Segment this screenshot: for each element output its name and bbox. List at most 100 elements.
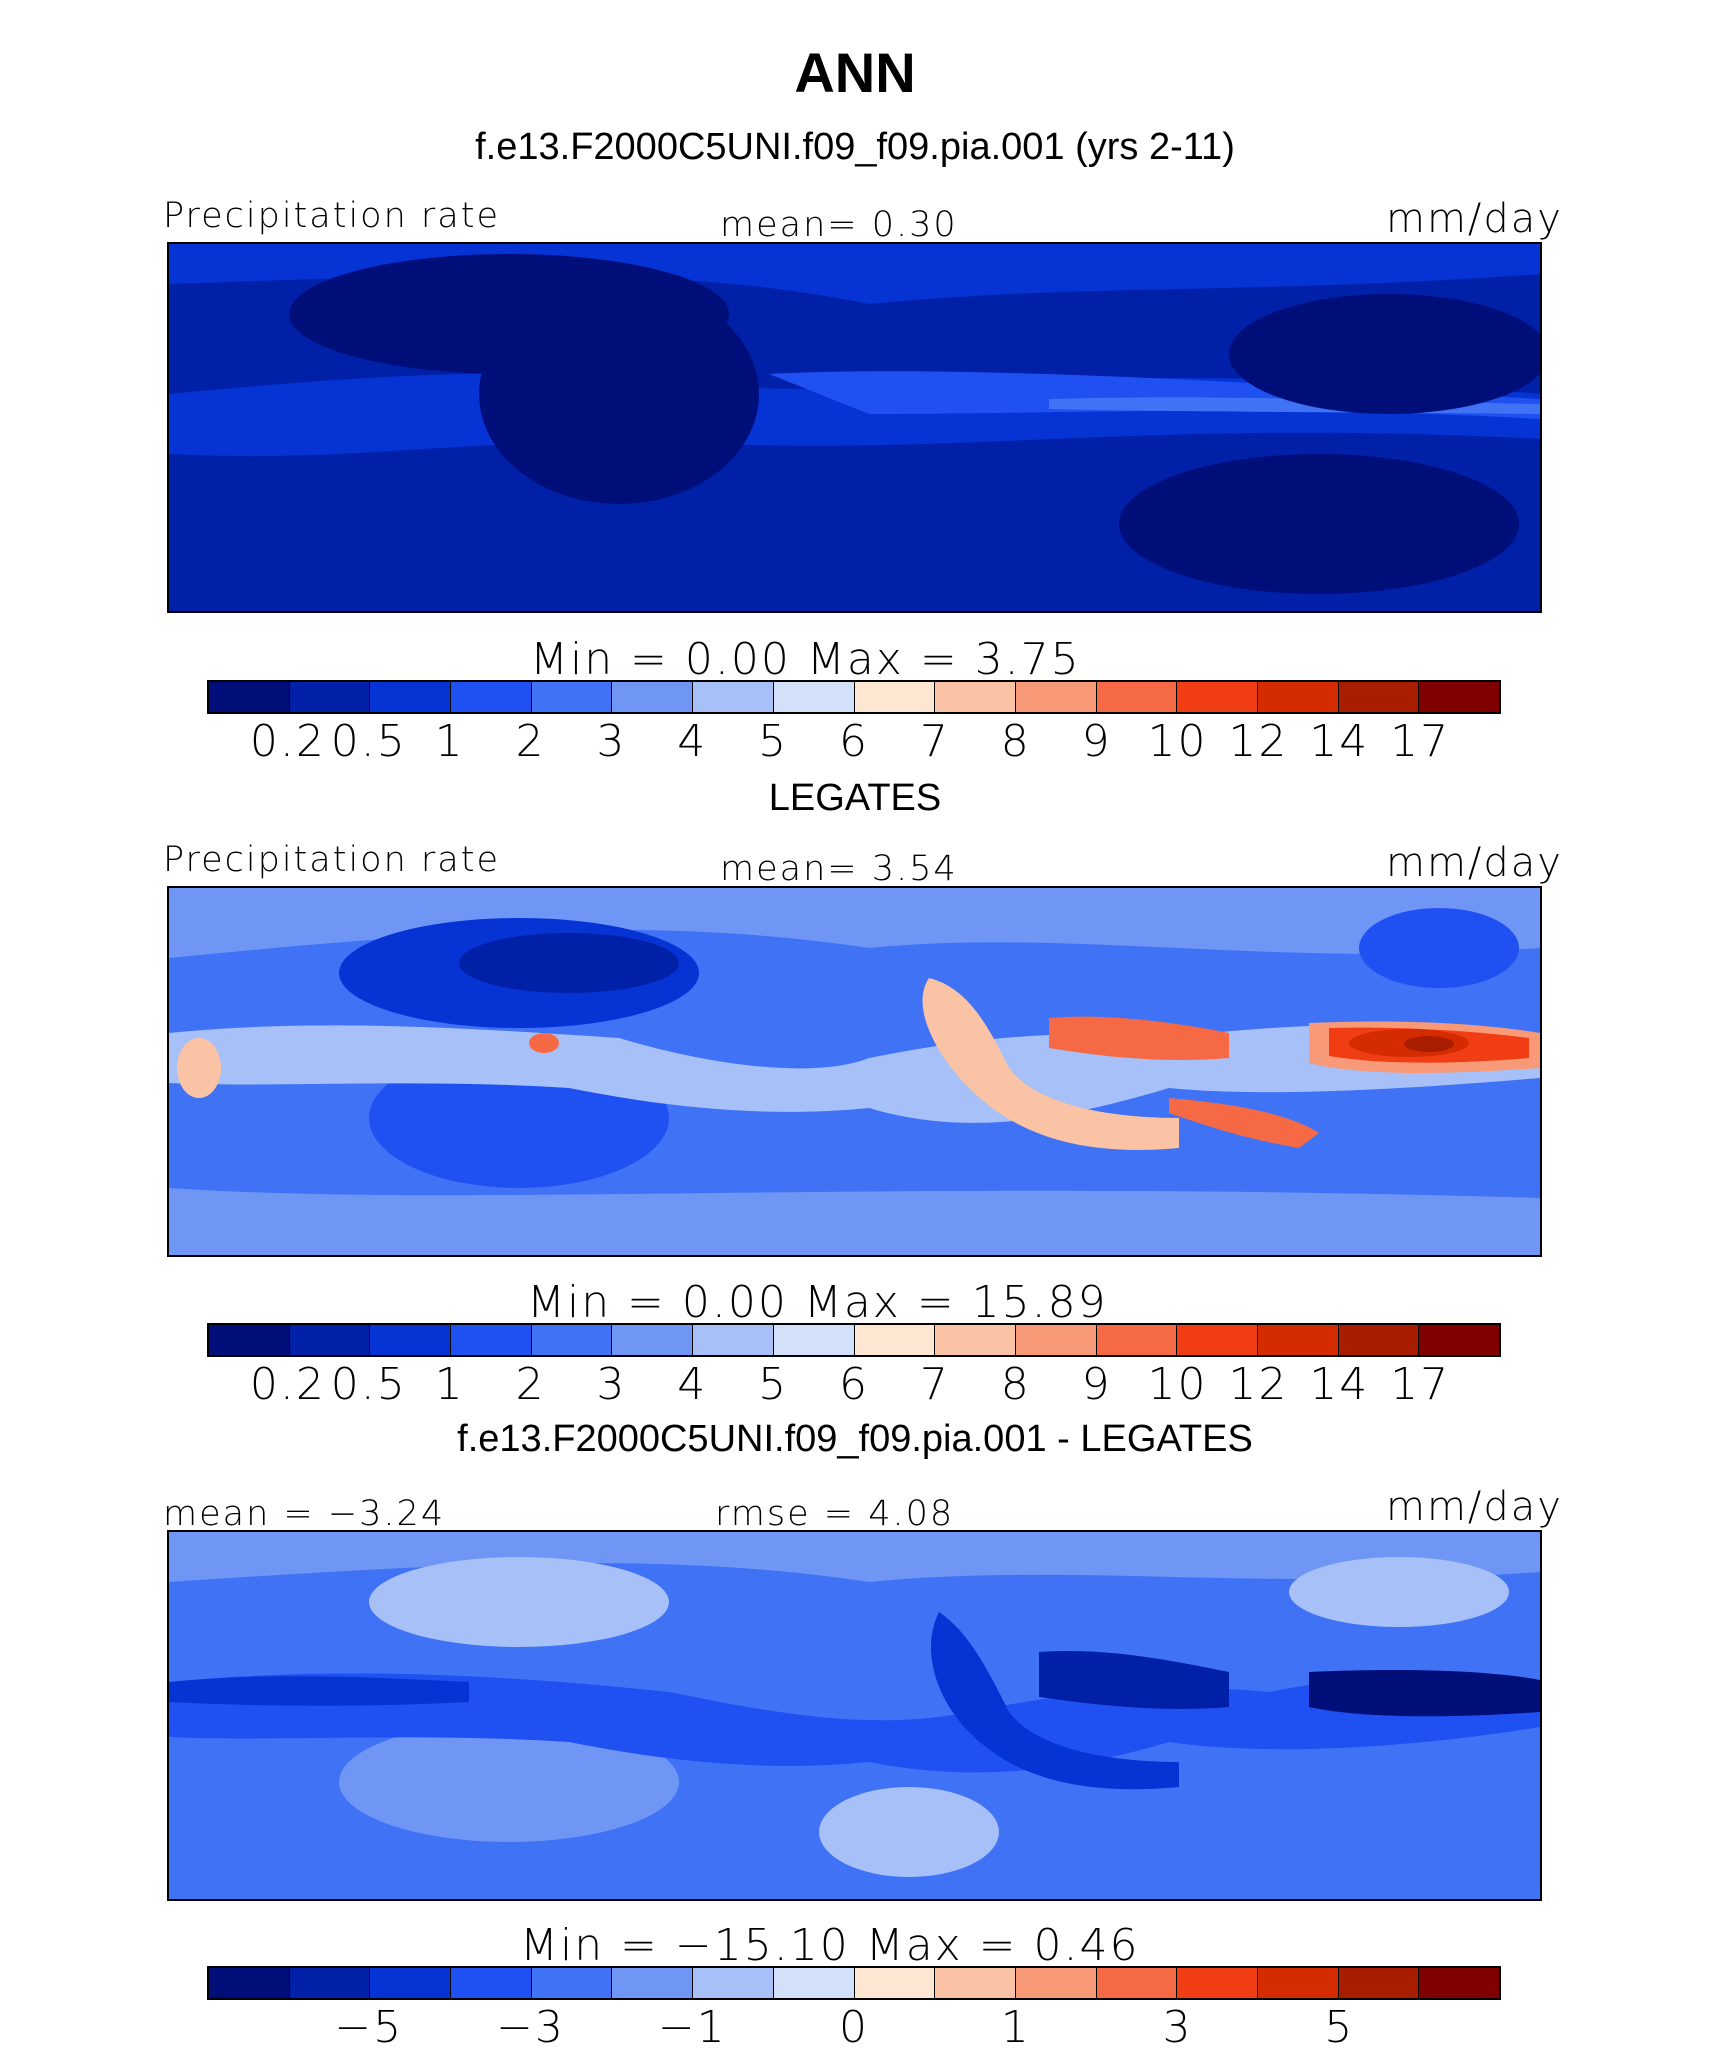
colorbar-swatch <box>773 1325 855 1355</box>
colorbar-swatch <box>1338 682 1420 712</box>
colorbar-swatch <box>612 1325 694 1355</box>
colorbar-tick-label: 12 <box>1228 716 1289 767</box>
colorbar-swatch <box>773 682 855 712</box>
colorbar-swatch <box>531 682 613 712</box>
colorbar-tick-label: 12 <box>1228 1359 1289 1410</box>
colorbar-swatch <box>1177 1968 1258 1998</box>
colorbar-tick-label: 2 <box>515 1359 546 1410</box>
colorbar-swatch <box>1177 1325 1258 1355</box>
colorbar-tick-label: 3 <box>1162 2002 1193 2053</box>
panel3-colorbar <box>207 1966 1501 2000</box>
colorbar-tick-label: 5 <box>758 1359 789 1410</box>
colorbar-swatch <box>854 682 936 712</box>
colorbar-tick-label: 0 <box>839 2002 869 2053</box>
colorbar-tick-label: 14 <box>1309 716 1370 767</box>
panel3-units: mm/day <box>1386 1484 1563 1530</box>
colorbar-tick-label: 6 <box>839 716 869 767</box>
panel2-units: mm/day <box>1386 840 1563 886</box>
panel1-mean-label: mean= 0.30 <box>720 205 958 245</box>
colorbar-tick-label: 4 <box>677 1359 708 1410</box>
colorbar-swatch <box>854 1968 936 1998</box>
colorbar-tick-label: 0.5 <box>330 1359 407 1410</box>
colorbar-swatch <box>1419 1968 1499 1998</box>
colorbar-swatch <box>531 1968 613 1998</box>
panel3-subtitle: f.e13.F2000C5UNI.f09_f09.pia.001 - LEGAT… <box>457 1418 1253 1460</box>
colorbar-swatch <box>370 682 452 712</box>
colorbar-swatch <box>1096 682 1178 712</box>
colorbar-tick-label: 8 <box>1000 716 1031 767</box>
panel1-units: mm/day <box>1386 196 1563 242</box>
colorbar-tick-label: 0.2 <box>249 716 326 767</box>
colorbar-swatch <box>1257 682 1339 712</box>
colorbar-swatch <box>935 682 1016 712</box>
colorbar-swatch <box>1338 1968 1420 1998</box>
colorbar-tick-label: 9 <box>1081 1359 1112 1410</box>
colorbar-tick-label: −3 <box>496 2002 565 2053</box>
colorbar-swatch <box>935 1968 1016 1998</box>
colorbar-tick-label: 5 <box>758 716 789 767</box>
colorbar-swatch <box>935 1325 1016 1355</box>
colorbar-swatch <box>451 682 532 712</box>
colorbar-swatch <box>773 1968 855 1998</box>
colorbar-tick-label: 3 <box>596 716 627 767</box>
colorbar-swatch <box>1419 682 1499 712</box>
panel1-colorbar-ticks: 0.2 0.5 1 2 3 4 5 6 7 8 9 10 12 14 17 <box>0 716 1710 767</box>
colorbar-tick-label: 2 <box>515 716 546 767</box>
panel3-map <box>167 1530 1542 1901</box>
colorbar-swatch <box>289 1968 371 1998</box>
colorbar-tick-label: −1 <box>657 2002 727 2053</box>
colorbar-swatch <box>1015 682 1097 712</box>
panel3-colorbar-ticks: −5 −3 −1 0 1 3 5 <box>0 2002 1710 2053</box>
colorbar-swatch <box>1015 1325 1097 1355</box>
colorbar-swatch <box>1257 1968 1339 1998</box>
colorbar-swatch <box>693 682 774 712</box>
panel2-subtitle: LEGATES <box>768 777 942 819</box>
colorbar-tick-label: 6 <box>839 1359 869 1410</box>
panel3-rmse-label: rmse = 4.08 <box>715 1494 955 1534</box>
panel1-variable-label: Precipitation rate <box>163 196 500 236</box>
colorbar-tick-label: 9 <box>1081 716 1112 767</box>
colorbar-swatch <box>289 682 371 712</box>
panel2-mean-label: mean= 3.54 <box>720 849 958 889</box>
colorbar-swatch <box>1419 1325 1499 1355</box>
colorbar-tick-label: 10 <box>1147 716 1208 767</box>
colorbar-tick-label: 1 <box>434 1359 465 1410</box>
colorbar-swatch <box>1338 1325 1420 1355</box>
panel1-minmax: Min = 0.00 Max = 3.75 <box>530 634 1081 685</box>
panel2-colorbar <box>207 1323 1501 1357</box>
colorbar-swatch <box>451 1968 532 1998</box>
colorbar-swatch <box>209 682 290 712</box>
colorbar-swatch <box>451 1325 532 1355</box>
colorbar-tick-label: 5 <box>1324 2002 1355 2053</box>
panel1-map <box>167 242 1542 613</box>
colorbar-swatch <box>693 1968 774 1998</box>
colorbar-tick-label: 1 <box>434 716 465 767</box>
colorbar-tick-label: −5 <box>334 2002 404 2053</box>
figure-title: ANN <box>794 41 916 104</box>
colorbar-tick-label: 7 <box>919 716 950 767</box>
colorbar-swatch <box>854 1325 936 1355</box>
colorbar-swatch <box>1177 682 1258 712</box>
colorbar-tick-label: 14 <box>1309 1359 1370 1410</box>
panel3-minmax: Min = −15.10 Max = 0.46 <box>520 1920 1140 1971</box>
panel3-map-svg <box>169 1532 1540 1899</box>
colorbar-swatch <box>370 1325 452 1355</box>
colorbar-swatch <box>209 1968 290 1998</box>
colorbar-tick-label: 1 <box>1000 2002 1031 2053</box>
panel1-colorbar <box>207 680 1501 714</box>
colorbar-swatch <box>370 1968 452 1998</box>
colorbar-tick-label: 4 <box>677 716 708 767</box>
colorbar-swatch <box>209 1325 290 1355</box>
panel2-colorbar-ticks: 0.2 0.5 1 2 3 4 5 6 7 8 9 10 12 14 17 <box>0 1359 1710 1410</box>
panel1-subtitle: f.e13.F2000C5UNI.f09_f09.pia.001 (yrs 2-… <box>475 126 1235 168</box>
panel2-map <box>167 886 1542 1257</box>
panel1-map-svg <box>169 244 1540 611</box>
colorbar-swatch <box>612 1968 694 1998</box>
panel2-variable-label: Precipitation rate <box>163 840 500 880</box>
panel2-map-svg <box>169 888 1540 1255</box>
colorbar-swatch <box>693 1325 774 1355</box>
colorbar-swatch <box>1015 1968 1097 1998</box>
colorbar-swatch <box>1096 1968 1178 1998</box>
colorbar-swatch <box>1096 1325 1178 1355</box>
colorbar-swatch <box>531 1325 613 1355</box>
